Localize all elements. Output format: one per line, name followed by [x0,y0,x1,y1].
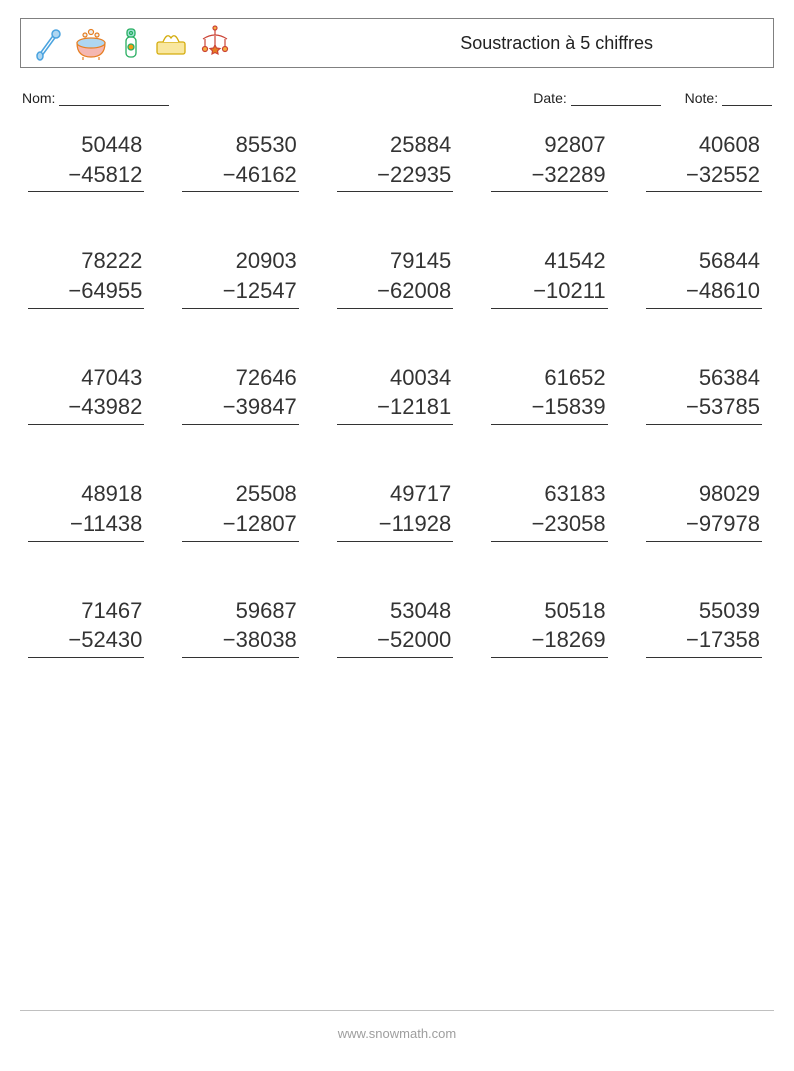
subtraction-problem: 40034−12181 [337,363,457,425]
subtrahend: −64955 [28,276,144,309]
subtrahend: −45812 [28,160,144,193]
subtrahend: −22935 [337,160,453,193]
subtraction-problem: 25884−22935 [337,130,457,192]
subtrahend: −43982 [28,392,144,425]
note-blank [722,91,772,106]
worksheet-title: Soustraction à 5 chiffres [460,33,773,54]
subtraction-problem: 71467−52430 [28,596,148,658]
minuend: 49717 [337,479,453,509]
minuend: 40034 [337,363,453,393]
minuend: 92807 [491,130,607,160]
subtraction-problem: 25508−12807 [182,479,302,541]
meta-row: Nom: Date: Note: [22,90,772,106]
minuend: 78222 [28,246,144,276]
subtraction-problem: 61652−15839 [491,363,611,425]
minuend: 47043 [28,363,144,393]
minuend: 98029 [646,479,762,509]
minuend: 63183 [491,479,607,509]
subtraction-problem: 79145−62008 [337,246,457,308]
subtrahend: −15839 [491,392,607,425]
name-blank [59,91,169,106]
subtraction-problem: 98029−97978 [646,479,766,541]
subtrahend: −52430 [28,625,144,658]
subtraction-problem: 50518−18269 [491,596,611,658]
minuend: 71467 [28,596,144,626]
minuend: 50518 [491,596,607,626]
subtraction-problem: 50448−45812 [28,130,148,192]
subtrahend: −62008 [337,276,453,309]
subtraction-problem: 49717−11928 [337,479,457,541]
bathtub-icon [73,25,109,61]
header-box: Soustraction à 5 chiffres [20,18,774,68]
subtraction-problem: 55039−17358 [646,596,766,658]
minuend: 55039 [646,596,762,626]
subtrahend: −17358 [646,625,762,658]
header-icons [21,25,231,61]
subtraction-problem: 78222−64955 [28,246,148,308]
subtraction-problem: 53048−52000 [337,596,457,658]
minuend: 50448 [28,130,144,160]
minuend: 56384 [646,363,762,393]
minuend: 59687 [182,596,298,626]
subtrahend: −39847 [182,392,298,425]
minuend: 72646 [182,363,298,393]
subtraction-problem: 48918−11438 [28,479,148,541]
subtrahend: −46162 [182,160,298,193]
subtrahend: −38038 [182,625,298,658]
subtrahend: −48610 [646,276,762,309]
subtrahend: −32552 [646,160,762,193]
minuend: 41542 [491,246,607,276]
date-label: Date: [533,90,566,106]
minuend: 20903 [182,246,298,276]
subtrahend: −12181 [337,392,453,425]
bottle-icon [119,25,143,61]
minuend: 25508 [182,479,298,509]
subtraction-problem: 56384−53785 [646,363,766,425]
minuend: 56844 [646,246,762,276]
subtraction-problem: 92807−32289 [491,130,611,192]
footer-divider [20,1010,774,1011]
subtraction-problem: 59687−38038 [182,596,302,658]
minuend: 53048 [337,596,453,626]
subtraction-problem: 72646−39847 [182,363,302,425]
subtrahend: −11928 [337,509,453,542]
footer-text: www.snowmath.com [0,1026,794,1041]
subtraction-problem: 40608−32552 [646,130,766,192]
subtraction-problem: 41542−10211 [491,246,611,308]
subtrahend: −32289 [491,160,607,193]
tissues-icon [153,28,189,58]
subtraction-problem: 85530−46162 [182,130,302,192]
subtraction-problem: 47043−43982 [28,363,148,425]
subtraction-problem: 63183−23058 [491,479,611,541]
note-label: Note: [685,90,718,106]
minuend: 48918 [28,479,144,509]
subtrahend: −97978 [646,509,762,542]
minuend: 85530 [182,130,298,160]
subtraction-problem: 20903−12547 [182,246,302,308]
subtrahend: −11438 [28,509,144,542]
minuend: 79145 [337,246,453,276]
subtrahend: −18269 [491,625,607,658]
date-blank [571,91,661,106]
subtraction-problem: 56844−48610 [646,246,766,308]
subtrahend: −53785 [646,392,762,425]
subtrahend: −12807 [182,509,298,542]
minuend: 40608 [646,130,762,160]
subtrahend: −23058 [491,509,607,542]
minuend: 61652 [491,363,607,393]
subtrahend: −52000 [337,625,453,658]
minuend: 25884 [337,130,453,160]
problems-grid: 50448−4581285530−4616225884−2293592807−3… [28,130,766,658]
subtrahend: −12547 [182,276,298,309]
safety-pin-icon [33,25,63,61]
mobile-icon [199,25,231,61]
name-label: Nom: [22,90,55,106]
subtrahend: −10211 [491,276,607,309]
